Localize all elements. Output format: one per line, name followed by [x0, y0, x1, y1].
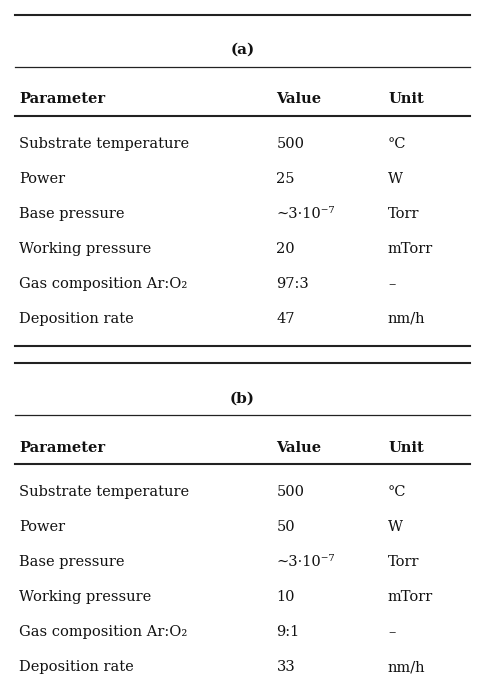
Text: W: W	[387, 520, 402, 534]
Text: 20: 20	[276, 242, 294, 255]
Text: 9:1: 9:1	[276, 625, 299, 639]
Text: 47: 47	[276, 312, 294, 326]
Text: Base pressure: Base pressure	[19, 555, 125, 569]
Text: 33: 33	[276, 661, 295, 674]
Text: 25: 25	[276, 172, 294, 185]
Text: Power: Power	[19, 172, 65, 185]
Text: Parameter: Parameter	[19, 441, 106, 454]
Text: °C: °C	[387, 137, 406, 150]
Text: 10: 10	[276, 590, 294, 604]
Text: Unit: Unit	[387, 441, 423, 454]
Text: 50: 50	[276, 520, 294, 534]
Text: Substrate temperature: Substrate temperature	[19, 137, 189, 150]
Text: ∼3·10⁻⁷: ∼3·10⁻⁷	[276, 207, 334, 220]
Text: Working pressure: Working pressure	[19, 242, 151, 255]
Text: Gas composition Ar:O₂: Gas composition Ar:O₂	[19, 625, 187, 639]
Text: °C: °C	[387, 485, 406, 499]
Text: Torr: Torr	[387, 207, 419, 220]
Text: Value: Value	[276, 441, 321, 454]
Text: (b): (b)	[229, 392, 255, 405]
Text: nm/h: nm/h	[387, 312, 425, 326]
Text: –: –	[387, 625, 394, 639]
Text: (a): (a)	[230, 43, 254, 57]
Text: 500: 500	[276, 485, 304, 499]
Text: Deposition rate: Deposition rate	[19, 312, 134, 326]
Text: Unit: Unit	[387, 92, 423, 106]
Text: mTorr: mTorr	[387, 590, 432, 604]
Text: Torr: Torr	[387, 555, 419, 569]
Text: W: W	[387, 172, 402, 185]
Text: Power: Power	[19, 520, 65, 534]
Text: ∼3·10⁻⁷: ∼3·10⁻⁷	[276, 555, 334, 569]
Text: Deposition rate: Deposition rate	[19, 661, 134, 674]
Text: 500: 500	[276, 137, 304, 150]
Text: Value: Value	[276, 92, 321, 106]
Text: nm/h: nm/h	[387, 661, 425, 674]
Text: Gas composition Ar:O₂: Gas composition Ar:O₂	[19, 277, 187, 290]
Text: mTorr: mTorr	[387, 242, 432, 255]
Text: 97:3: 97:3	[276, 277, 309, 290]
Text: Parameter: Parameter	[19, 92, 106, 106]
Text: Base pressure: Base pressure	[19, 207, 125, 220]
Text: Substrate temperature: Substrate temperature	[19, 485, 189, 499]
Text: Working pressure: Working pressure	[19, 590, 151, 604]
Text: –: –	[387, 277, 394, 290]
